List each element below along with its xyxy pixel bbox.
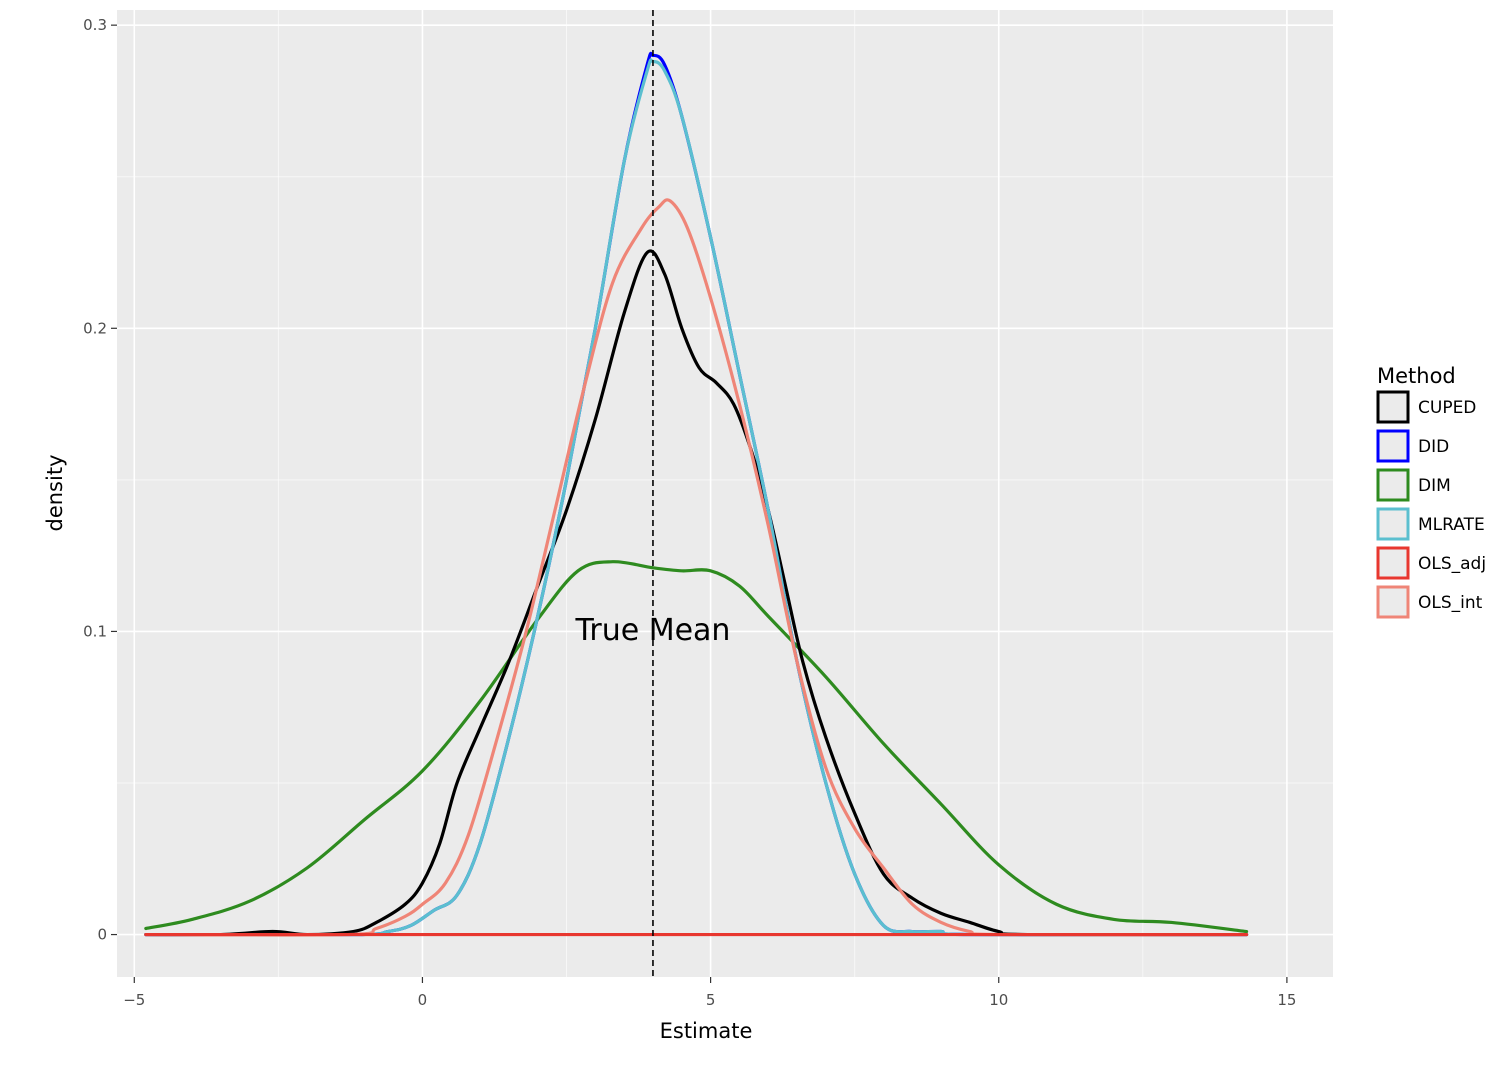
y-tick-label: 0.1 — [83, 622, 107, 640]
x-axis-title: Estimate — [660, 1019, 753, 1043]
y-axis-title: density — [43, 455, 67, 532]
legend-label-ols_int: OLS_int — [1418, 593, 1483, 613]
legend: Method CUPED DID DIM MLRATE OLS_adj OLS_int — [1376, 364, 1486, 619]
legend-key-cuped — [1376, 390, 1410, 424]
x-tick-label: 0 — [418, 991, 428, 1009]
series-line-dim — [144, 560, 1249, 934]
legend-label-cuped: CUPED — [1418, 398, 1476, 418]
legend-label-ols_adj: OLS_adj — [1418, 554, 1486, 574]
density-curves — [144, 51, 1249, 937]
legend-key-did — [1376, 429, 1410, 463]
grid-minor — [117, 10, 1333, 977]
y-tick-label: 0.2 — [83, 319, 107, 337]
legend-key-ols_adj — [1376, 546, 1410, 580]
plot-panel — [117, 10, 1333, 977]
true-mean-annotation: True Mean — [574, 613, 730, 648]
legend-label-mlrate: MLRATE — [1418, 515, 1485, 535]
x-tick-label: 15 — [1277, 991, 1296, 1009]
series-line-cuped — [144, 249, 1249, 937]
legend-key-ols_int — [1376, 585, 1410, 619]
y-tick-label: 0 — [97, 926, 107, 944]
y-tick-label: 0.3 — [83, 16, 107, 34]
legend-key-dim — [1376, 468, 1410, 502]
x-tick-label: 5 — [706, 991, 716, 1009]
x-axis: −5 0 5 10 15 — [123, 977, 1296, 1009]
legend-label-dim: DIM — [1418, 476, 1451, 496]
legend-label-did: DID — [1418, 437, 1449, 457]
x-tick-label: −5 — [123, 991, 145, 1009]
legend-key-mlrate — [1376, 507, 1410, 541]
x-tick-label: 10 — [989, 991, 1008, 1009]
series-line-ols_int — [144, 198, 1249, 937]
y-axis: 0 0.1 0.2 0.3 — [83, 16, 117, 944]
legend-title: Method — [1377, 364, 1456, 388]
